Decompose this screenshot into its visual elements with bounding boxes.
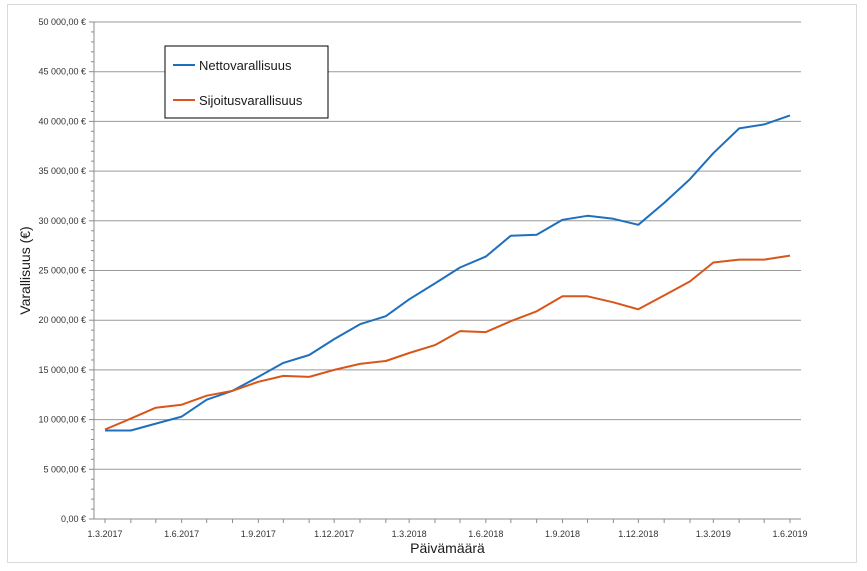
y-tick-label: 45 000,00 € bbox=[38, 67, 86, 77]
x-tick-label: 1.3.2017 bbox=[87, 529, 122, 539]
x-tick-label: 1.12.2017 bbox=[314, 529, 354, 539]
y-tick-label: 15 000,00 € bbox=[38, 365, 86, 375]
legend-box bbox=[164, 45, 329, 119]
y-tick-label: 35 000,00 € bbox=[38, 166, 86, 176]
x-tick-label: 1.6.2018 bbox=[468, 529, 503, 539]
y-axis-title: Varallisuus (€) bbox=[17, 226, 33, 314]
y-tick-label: 25 000,00 € bbox=[38, 266, 86, 276]
y-tick-label: 0,00 € bbox=[61, 514, 86, 524]
y-tick-label: 10 000,00 € bbox=[38, 415, 86, 425]
x-tick-label: 1.3.2019 bbox=[696, 529, 731, 539]
y-tick-label: 5 000,00 € bbox=[43, 464, 86, 474]
series-line-nettovarallisuus bbox=[105, 114, 791, 432]
x-tick-label: 1.3.2018 bbox=[392, 529, 427, 539]
y-tick-label: 20 000,00 € bbox=[38, 315, 86, 325]
x-axis-ticks: 1.3.2017 1.6.2017 1.9.2017 1.12.2017 1.3.201… bbox=[87, 519, 808, 539]
gridlines bbox=[94, 21, 801, 470]
x-tick-label: 1.9.2018 bbox=[545, 529, 580, 539]
legend-label-sijoitusvarallisuus: Sijoitusvarallisuus bbox=[199, 93, 303, 108]
series-line-sijoitusvarallisuus bbox=[104, 254, 791, 431]
legend-label-nettovarallisuus: Nettovarallisuus bbox=[199, 58, 292, 73]
legend: Nettovarallisuus Sijoitusvarallisuus bbox=[164, 45, 329, 119]
x-tick-label: 1.12.2018 bbox=[618, 529, 658, 539]
y-tick-label: 30 000,00 € bbox=[38, 216, 86, 226]
y-tick-label: 40 000,00 € bbox=[38, 116, 86, 126]
chart-frame bbox=[7, 4, 857, 563]
x-tick-label: 1.9.2017 bbox=[241, 529, 276, 539]
y-tick-label: 50 000,00 € bbox=[38, 17, 86, 27]
x-axis-title: Päivämäärä bbox=[410, 540, 485, 556]
x-tick-label: 1.6.2019 bbox=[772, 529, 807, 539]
x-tick-label: 1.6.2017 bbox=[164, 529, 199, 539]
y-axis-ticks: 0,00 € 5 000,00 € 10 000,00 € 15 000,00 € 20… bbox=[38, 17, 94, 524]
series-lines bbox=[104, 114, 791, 432]
